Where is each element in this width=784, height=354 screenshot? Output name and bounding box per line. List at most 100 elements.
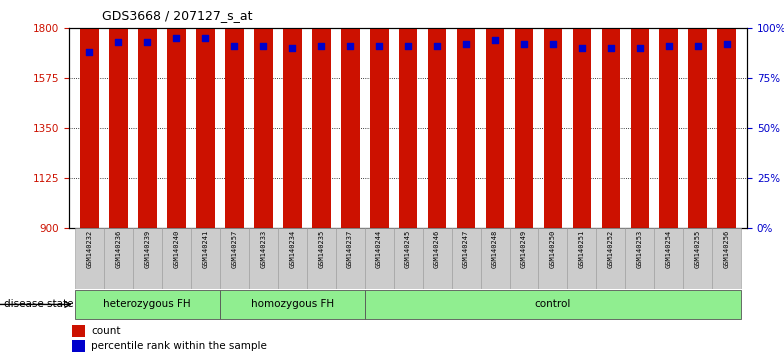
Text: GSM140233: GSM140233: [260, 230, 266, 268]
Text: GSM140241: GSM140241: [202, 230, 209, 268]
Text: GSM140245: GSM140245: [405, 230, 411, 268]
Bar: [103, 228, 132, 289]
Point: [401, 44, 414, 49]
Text: GSM140237: GSM140237: [347, 230, 353, 268]
Point: [430, 44, 443, 49]
Bar: [254, 0, 273, 228]
Bar: [220, 290, 365, 319]
Text: GSM140257: GSM140257: [231, 230, 238, 268]
Point: [488, 38, 501, 43]
Point: [199, 35, 212, 41]
Bar: [167, 0, 186, 228]
Text: GSM140232: GSM140232: [86, 230, 93, 268]
Point: [459, 41, 472, 47]
Text: heterozygous FH: heterozygous FH: [103, 299, 191, 309]
Bar: [601, 0, 620, 228]
Bar: [597, 228, 626, 289]
Text: GSM140254: GSM140254: [666, 230, 672, 268]
Bar: [568, 228, 597, 289]
Point: [662, 44, 675, 49]
Bar: [398, 0, 418, 228]
Text: GSM140250: GSM140250: [550, 230, 556, 268]
Point: [604, 46, 617, 51]
Bar: [341, 0, 360, 228]
Bar: [626, 228, 655, 289]
Text: GSM140240: GSM140240: [173, 230, 180, 268]
Text: GSM140244: GSM140244: [376, 230, 382, 268]
Bar: [456, 0, 475, 228]
Bar: [225, 0, 244, 228]
Bar: [72, 340, 85, 352]
Text: GSM140251: GSM140251: [579, 230, 585, 268]
Bar: [74, 228, 103, 289]
Bar: [572, 0, 591, 228]
Point: [344, 44, 357, 49]
Point: [257, 44, 270, 49]
Point: [575, 46, 588, 51]
Bar: [365, 290, 742, 319]
Point: [228, 44, 241, 49]
Bar: [249, 228, 278, 289]
Point: [315, 44, 328, 49]
Bar: [370, 0, 389, 228]
Point: [170, 35, 183, 41]
Bar: [283, 0, 302, 228]
Bar: [80, 19, 99, 228]
Bar: [74, 290, 220, 319]
Text: GSM140253: GSM140253: [637, 230, 643, 268]
Bar: [220, 228, 249, 289]
Point: [112, 40, 125, 45]
Point: [83, 50, 96, 55]
Text: GSM140247: GSM140247: [463, 230, 469, 268]
Text: control: control: [535, 299, 572, 309]
Point: [720, 41, 733, 47]
Point: [633, 46, 646, 51]
Point: [691, 44, 704, 49]
Text: GSM140256: GSM140256: [724, 230, 730, 268]
Bar: [659, 0, 678, 228]
Text: GSM140252: GSM140252: [608, 230, 614, 268]
Bar: [72, 325, 85, 337]
Bar: [684, 228, 713, 289]
Bar: [655, 228, 684, 289]
Text: GSM140234: GSM140234: [289, 230, 295, 268]
Text: GSM140239: GSM140239: [144, 230, 151, 268]
Bar: [427, 0, 446, 228]
Bar: [452, 228, 481, 289]
Text: GSM140235: GSM140235: [318, 230, 324, 268]
Bar: [278, 228, 307, 289]
Bar: [312, 0, 331, 228]
Text: homozygous FH: homozygous FH: [251, 299, 334, 309]
Bar: [481, 228, 510, 289]
Bar: [423, 228, 452, 289]
Bar: [510, 228, 539, 289]
Bar: [138, 0, 157, 228]
Bar: [713, 228, 742, 289]
Text: GSM140249: GSM140249: [521, 230, 527, 268]
Point: [286, 46, 299, 51]
Bar: [543, 0, 562, 228]
Bar: [717, 0, 736, 228]
Bar: [196, 0, 215, 228]
Bar: [485, 0, 504, 228]
Text: GSM140248: GSM140248: [492, 230, 498, 268]
Bar: [539, 228, 568, 289]
Text: GSM140246: GSM140246: [434, 230, 440, 268]
Bar: [630, 0, 649, 228]
Bar: [394, 228, 423, 289]
Bar: [109, 0, 128, 228]
Bar: [307, 228, 336, 289]
Bar: [336, 228, 365, 289]
Bar: [132, 228, 162, 289]
Text: count: count: [91, 326, 121, 336]
Bar: [688, 0, 707, 228]
Bar: [514, 0, 533, 228]
Point: [517, 41, 530, 47]
Bar: [162, 228, 191, 289]
Text: disease state: disease state: [4, 299, 74, 309]
Text: GSM140255: GSM140255: [695, 230, 701, 268]
Bar: [191, 228, 220, 289]
Point: [141, 40, 154, 45]
Text: GDS3668 / 207127_s_at: GDS3668 / 207127_s_at: [102, 9, 252, 22]
Point: [546, 41, 559, 47]
